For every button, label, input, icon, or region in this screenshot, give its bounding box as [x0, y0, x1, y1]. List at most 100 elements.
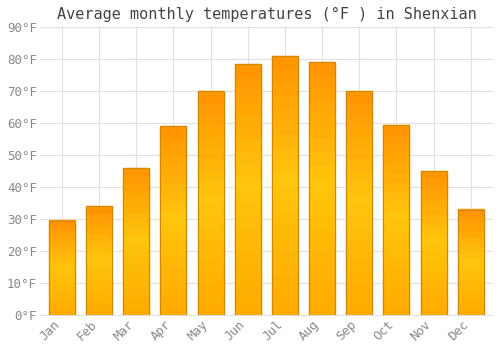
Bar: [124, 168, 150, 315]
Bar: [198, 304, 224, 315]
Bar: [86, 260, 112, 266]
Bar: [124, 168, 150, 175]
Bar: [198, 136, 224, 147]
Bar: [272, 56, 298, 315]
Bar: [458, 241, 484, 246]
Bar: [124, 190, 150, 197]
Bar: [420, 221, 446, 229]
Bar: [160, 230, 186, 240]
Bar: [49, 277, 75, 282]
Bar: [458, 299, 484, 304]
Bar: [198, 237, 224, 248]
Bar: [272, 82, 298, 95]
Bar: [272, 56, 298, 315]
Bar: [458, 210, 484, 315]
Bar: [458, 257, 484, 262]
Bar: [420, 171, 446, 315]
Bar: [309, 113, 335, 126]
Bar: [160, 126, 186, 315]
Bar: [235, 227, 261, 240]
Bar: [346, 102, 372, 114]
Bar: [458, 304, 484, 310]
Bar: [49, 221, 75, 315]
Bar: [235, 239, 261, 252]
Bar: [235, 252, 261, 265]
Bar: [384, 191, 409, 201]
Bar: [198, 91, 224, 315]
Bar: [124, 226, 150, 234]
Bar: [384, 220, 409, 230]
Bar: [420, 272, 446, 279]
Bar: [198, 91, 224, 315]
Bar: [309, 138, 335, 151]
Bar: [198, 113, 224, 125]
Bar: [346, 91, 372, 315]
Bar: [198, 259, 224, 271]
Bar: [124, 234, 150, 241]
Bar: [458, 225, 484, 231]
Bar: [49, 263, 75, 268]
Bar: [384, 134, 409, 144]
Bar: [272, 224, 298, 237]
Bar: [86, 217, 112, 223]
Bar: [458, 252, 484, 257]
Bar: [160, 239, 186, 249]
Bar: [160, 183, 186, 193]
Bar: [124, 286, 150, 293]
Bar: [198, 158, 224, 170]
Bar: [309, 100, 335, 113]
Bar: [420, 236, 446, 243]
Bar: [49, 258, 75, 263]
Bar: [309, 63, 335, 315]
Bar: [235, 64, 261, 77]
Bar: [235, 177, 261, 190]
Bar: [235, 127, 261, 139]
Bar: [160, 154, 186, 164]
Bar: [124, 197, 150, 205]
Bar: [384, 258, 409, 268]
Bar: [86, 255, 112, 261]
Bar: [235, 139, 261, 152]
Bar: [235, 290, 261, 303]
Bar: [160, 258, 186, 268]
Bar: [309, 264, 335, 277]
Bar: [198, 214, 224, 226]
Bar: [235, 152, 261, 164]
Bar: [458, 278, 484, 284]
Bar: [160, 202, 186, 211]
Bar: [272, 107, 298, 121]
Bar: [198, 181, 224, 192]
Bar: [124, 204, 150, 212]
Bar: [86, 239, 112, 245]
Bar: [272, 211, 298, 224]
Bar: [198, 169, 224, 181]
Bar: [346, 304, 372, 315]
Bar: [346, 192, 372, 203]
Bar: [235, 189, 261, 202]
Bar: [384, 229, 409, 239]
Bar: [160, 211, 186, 221]
Bar: [420, 293, 446, 301]
Bar: [384, 210, 409, 220]
Bar: [272, 120, 298, 134]
Bar: [346, 147, 372, 159]
Bar: [86, 211, 112, 217]
Bar: [124, 263, 150, 271]
Bar: [49, 234, 75, 240]
Bar: [235, 102, 261, 114]
Bar: [309, 63, 335, 315]
Bar: [124, 212, 150, 219]
Bar: [86, 277, 112, 282]
Bar: [272, 289, 298, 302]
Bar: [458, 288, 484, 294]
Bar: [420, 279, 446, 286]
Bar: [198, 192, 224, 203]
Bar: [272, 133, 298, 147]
Bar: [198, 91, 224, 103]
Bar: [49, 230, 75, 235]
Bar: [420, 193, 446, 200]
Bar: [124, 256, 150, 264]
Bar: [309, 75, 335, 88]
Bar: [346, 158, 372, 170]
Bar: [384, 144, 409, 153]
